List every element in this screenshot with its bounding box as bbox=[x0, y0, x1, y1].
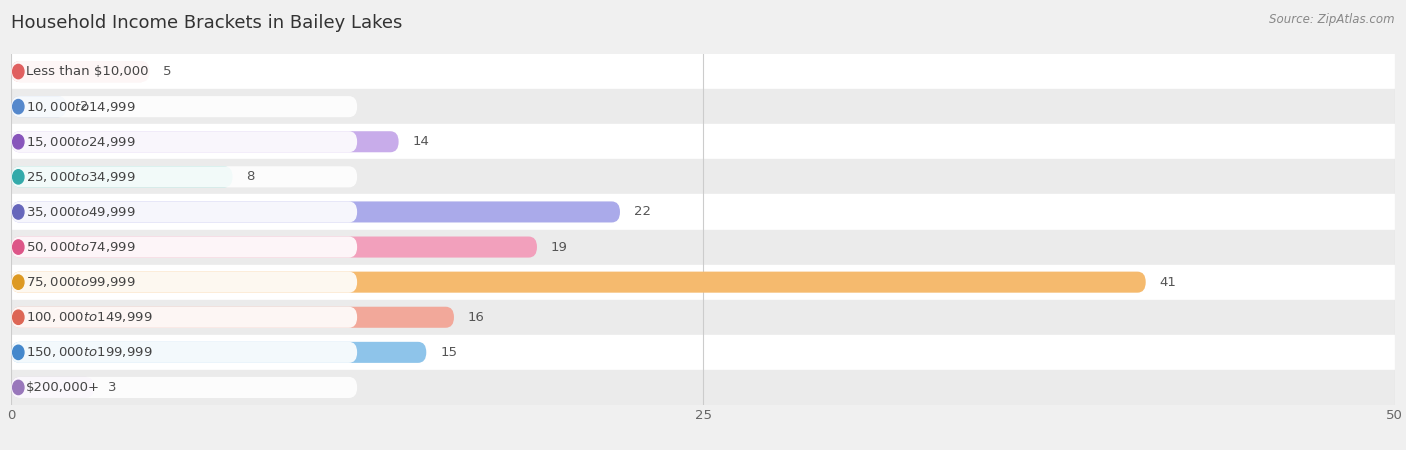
Circle shape bbox=[13, 99, 24, 114]
FancyBboxPatch shape bbox=[11, 272, 357, 292]
Bar bbox=[11, 300, 1395, 335]
Text: 16: 16 bbox=[468, 311, 485, 324]
FancyBboxPatch shape bbox=[11, 202, 357, 222]
FancyBboxPatch shape bbox=[11, 237, 357, 257]
Text: $15,000 to $24,999: $15,000 to $24,999 bbox=[25, 135, 135, 149]
Circle shape bbox=[13, 310, 24, 324]
Bar bbox=[11, 265, 1395, 300]
FancyBboxPatch shape bbox=[11, 61, 149, 82]
Circle shape bbox=[13, 170, 24, 184]
Bar bbox=[11, 230, 1395, 265]
Text: 15: 15 bbox=[440, 346, 457, 359]
Circle shape bbox=[13, 240, 24, 254]
Text: 3: 3 bbox=[108, 381, 117, 394]
FancyBboxPatch shape bbox=[11, 131, 399, 152]
FancyBboxPatch shape bbox=[11, 96, 357, 117]
Circle shape bbox=[13, 135, 24, 149]
Circle shape bbox=[13, 345, 24, 360]
FancyBboxPatch shape bbox=[11, 377, 357, 398]
Text: $10,000 to $14,999: $10,000 to $14,999 bbox=[25, 99, 135, 114]
Text: $50,000 to $74,999: $50,000 to $74,999 bbox=[25, 240, 135, 254]
Text: Less than $10,000: Less than $10,000 bbox=[25, 65, 148, 78]
Text: 2: 2 bbox=[80, 100, 89, 113]
Text: 22: 22 bbox=[634, 206, 651, 218]
Circle shape bbox=[13, 380, 24, 395]
FancyBboxPatch shape bbox=[11, 96, 66, 117]
Text: 14: 14 bbox=[412, 135, 429, 148]
Circle shape bbox=[13, 64, 24, 79]
FancyBboxPatch shape bbox=[11, 61, 357, 82]
FancyBboxPatch shape bbox=[11, 166, 232, 187]
FancyBboxPatch shape bbox=[11, 342, 426, 363]
FancyBboxPatch shape bbox=[11, 272, 1146, 292]
Text: 8: 8 bbox=[246, 171, 254, 183]
Bar bbox=[11, 194, 1395, 230]
FancyBboxPatch shape bbox=[11, 237, 537, 257]
FancyBboxPatch shape bbox=[11, 307, 357, 328]
FancyBboxPatch shape bbox=[11, 131, 357, 152]
FancyBboxPatch shape bbox=[11, 377, 94, 398]
Text: $150,000 to $199,999: $150,000 to $199,999 bbox=[25, 345, 152, 360]
Text: $200,000+: $200,000+ bbox=[25, 381, 100, 394]
Circle shape bbox=[13, 205, 24, 219]
Text: 19: 19 bbox=[551, 241, 568, 253]
FancyBboxPatch shape bbox=[11, 342, 357, 363]
Bar bbox=[11, 124, 1395, 159]
FancyBboxPatch shape bbox=[11, 166, 357, 187]
Text: Household Income Brackets in Bailey Lakes: Household Income Brackets in Bailey Lake… bbox=[11, 14, 402, 32]
Text: 5: 5 bbox=[163, 65, 172, 78]
FancyBboxPatch shape bbox=[11, 202, 620, 222]
Text: 41: 41 bbox=[1160, 276, 1177, 288]
Text: $100,000 to $149,999: $100,000 to $149,999 bbox=[25, 310, 152, 324]
Text: $35,000 to $49,999: $35,000 to $49,999 bbox=[25, 205, 135, 219]
Bar bbox=[11, 370, 1395, 405]
Circle shape bbox=[13, 275, 24, 289]
Bar bbox=[11, 159, 1395, 194]
Text: Source: ZipAtlas.com: Source: ZipAtlas.com bbox=[1270, 14, 1395, 27]
Text: $25,000 to $34,999: $25,000 to $34,999 bbox=[25, 170, 135, 184]
Bar bbox=[11, 335, 1395, 370]
Text: $75,000 to $99,999: $75,000 to $99,999 bbox=[25, 275, 135, 289]
Bar bbox=[11, 89, 1395, 124]
FancyBboxPatch shape bbox=[11, 307, 454, 328]
Bar bbox=[11, 54, 1395, 89]
